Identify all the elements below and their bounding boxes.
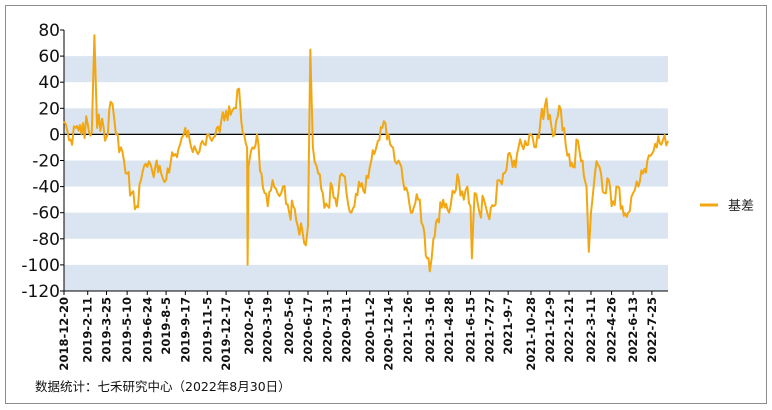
x-tick-label: 2020-9-11: [340, 297, 354, 363]
x-tick-label: 2019-12-17: [219, 297, 233, 371]
x-tick-label: 2020-6-17: [301, 297, 315, 363]
y-axis: 80 60 40 20 0 -20 -40 -60 -80 -100 -120: [21, 21, 668, 302]
x-tick-label: 2020-12-14: [382, 297, 396, 371]
x-tick-label: 2021-4-28: [442, 297, 456, 363]
x-tick-label: 2021-7-27: [482, 297, 496, 363]
x-tick-label: 2019-5-10: [120, 297, 134, 363]
y-tick-label: -120: [21, 282, 60, 302]
x-tick-label: 2021-12-9: [543, 297, 557, 363]
x-tick-label: 2021-6-15: [464, 297, 478, 363]
series-layer: [63, 34, 669, 273]
x-axis: 2018-12-20 2019-2-11 2019-3-25 2019-5-10 201…: [57, 290, 668, 371]
grid-band: [64, 264, 668, 291]
y-tick-label: 60: [38, 47, 60, 67]
x-tick-label: 2021-9-7: [501, 297, 515, 355]
y-tick-label: -60: [32, 204, 60, 224]
x-tick-label: 2020-5-6: [282, 297, 296, 355]
grid-band: [64, 56, 668, 83]
x-tick-label: 2020-3-19: [261, 297, 275, 363]
x-tick-label: 2019-8-5: [159, 297, 173, 355]
x-tick-label: 2020-2-6: [242, 297, 256, 355]
grid-band: [64, 212, 668, 239]
x-tick-label: 2021-1-26: [401, 297, 415, 363]
grid-band: [64, 108, 668, 135]
y-tick-label: -20: [32, 152, 60, 172]
x-tick-label: 2020-7-31: [321, 297, 335, 363]
x-tick-label: 2022-6-13: [626, 297, 640, 363]
x-tick-label: 2021-10-28: [524, 297, 538, 371]
x-tick-label: 2022-7-25: [645, 297, 659, 363]
y-tick-label: -100: [21, 256, 60, 276]
x-tick-label: 2021-3-16: [423, 297, 437, 363]
x-tick-label: 2019-2-11: [81, 297, 95, 363]
y-tick-label: 20: [38, 99, 60, 119]
source-note: 数据统计：七禾研究中心（2022年8月30日）: [35, 379, 291, 394]
x-tick-label: 2020-11-2: [363, 297, 377, 363]
x-tick-label: 2019-3-25: [100, 297, 114, 363]
x-tick-label: 2022-1-21: [562, 297, 576, 363]
y-tick-label: -80: [32, 230, 60, 250]
x-tick-label: 2022-3-11: [584, 297, 598, 363]
x-tick-label: 2022-4-26: [605, 297, 619, 363]
x-tick-label: 2019-11-5: [200, 297, 214, 363]
y-tick-label: 80: [38, 21, 60, 41]
series-line-basis: [63, 34, 669, 273]
x-tick-label: 2019-6-24: [140, 297, 154, 363]
legend: 基差: [700, 199, 754, 214]
x-tick-label: 2018-12-20: [57, 297, 71, 371]
y-tick-label: -40: [32, 178, 60, 198]
y-tick-label: 0: [49, 125, 60, 145]
legend-label: 基差: [728, 199, 754, 214]
x-tick-label: 2019-9-17: [178, 297, 192, 363]
y-tick-label: 40: [38, 73, 60, 93]
